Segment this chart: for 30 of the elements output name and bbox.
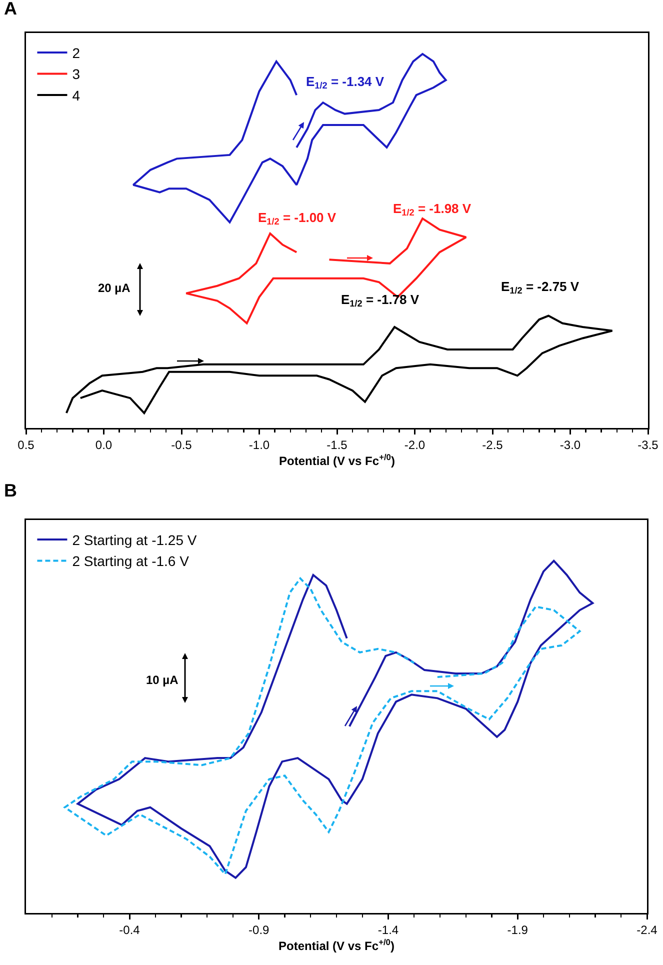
x-tick-label: -3.0 bbox=[560, 438, 581, 452]
x-tick-label: -1.0 bbox=[248, 438, 270, 452]
x-axis-title: Potential (V vs Fc$^{+/0}$) bbox=[278, 936, 394, 953]
chart-title: B bbox=[4, 480, 17, 501]
annotation: 10 µA bbox=[146, 673, 179, 687]
x-tick-label: 0.5 bbox=[18, 438, 35, 452]
annotation: E$_{1/2}$ = -2.75 V bbox=[501, 279, 580, 296]
legend-label: 2 Starting at -1.25 V bbox=[72, 532, 198, 548]
x-tick-label: -2.0 bbox=[404, 438, 426, 452]
chart-title: A bbox=[4, 0, 17, 19]
x-tick-label: -1.9 bbox=[507, 922, 528, 937]
legend-label: 3 bbox=[72, 66, 80, 82]
x-tick-label: -1.5 bbox=[326, 438, 348, 452]
annotation: 20 µA bbox=[98, 281, 131, 295]
x-tick-label: -2.4 bbox=[636, 922, 658, 937]
x-tick-label: -3.5 bbox=[638, 438, 659, 452]
x-tick-label: -0.5 bbox=[171, 438, 192, 452]
x-tick-label: -1.4 bbox=[378, 922, 399, 937]
annotation: E$_{1/2}$ = -1.78 V bbox=[341, 292, 420, 309]
x-axis-title: Potential (V vs Fc$^{+/0}$) bbox=[279, 452, 395, 468]
legend-label: 2 bbox=[72, 45, 80, 62]
legend-label: 4 bbox=[72, 87, 80, 104]
annotation: E$_{1/2}$ = -1.34 V bbox=[306, 74, 384, 91]
annotation: E$_{1/2}$ = -1.98 V bbox=[393, 201, 472, 218]
x-tick-label: 0.0 bbox=[95, 438, 112, 452]
annotation: E$_{1/2}$ = -1.00 V bbox=[258, 210, 336, 227]
x-tick-label: -0.9 bbox=[248, 922, 270, 937]
x-tick-label: -2.5 bbox=[482, 438, 504, 452]
x-tick-label: -0.4 bbox=[119, 922, 140, 937]
legend-label: 2 Starting at -1.6 V bbox=[72, 553, 190, 570]
